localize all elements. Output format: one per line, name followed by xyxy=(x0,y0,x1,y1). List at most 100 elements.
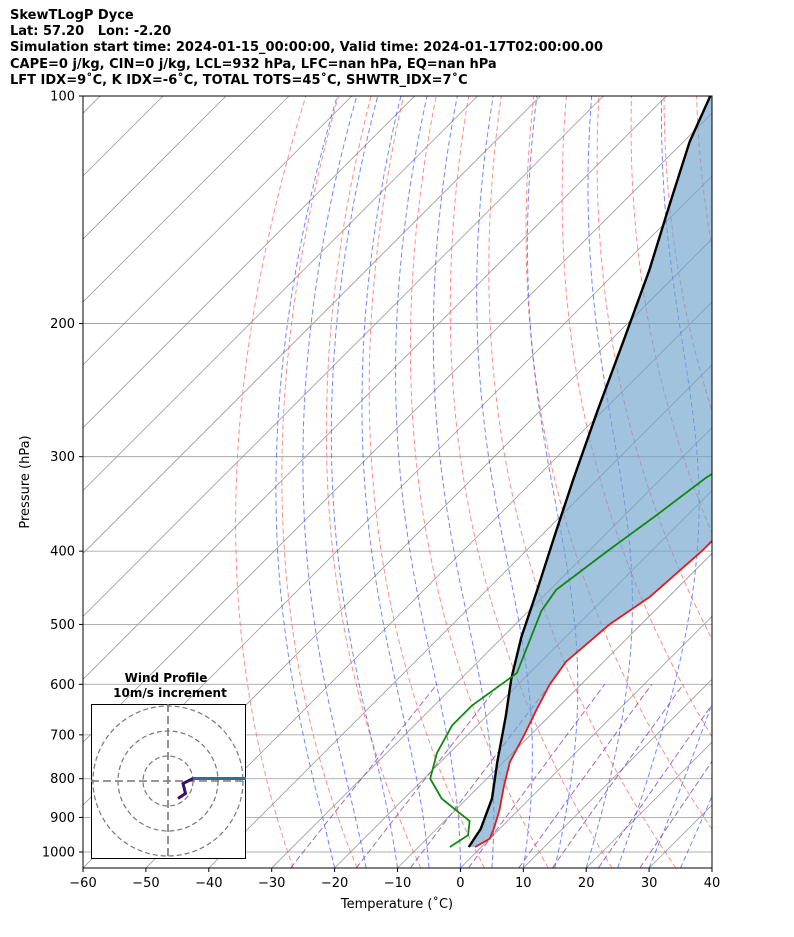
chart-title-line-3: Simulation start time: 2024-01-15_00:00:… xyxy=(10,40,603,55)
x-tick-label: 40 xyxy=(704,876,721,891)
isotherm xyxy=(711,867,712,868)
dry-adiabat xyxy=(409,96,549,868)
isotherm xyxy=(83,112,712,743)
wind-barb xyxy=(711,756,712,758)
wind-barb xyxy=(712,847,747,859)
wind-barb xyxy=(711,181,712,183)
x-tick-label: −60 xyxy=(69,876,96,891)
chart-title-line-1: SkewTLogP Dyce xyxy=(10,8,134,23)
y-axis-label: Pressure (hPa) xyxy=(18,435,33,528)
moist-adiabat xyxy=(302,96,367,868)
y-tick-label: 600 xyxy=(50,678,75,693)
wind-barb xyxy=(711,816,712,818)
isotherm xyxy=(83,96,353,366)
isotherm xyxy=(83,96,415,429)
y-tick-label: 800 xyxy=(50,772,75,787)
dewpoint-profile-line xyxy=(429,472,712,848)
moist-adiabat xyxy=(526,96,579,868)
wind-barb xyxy=(711,279,712,280)
moist-adiabat xyxy=(648,702,712,868)
x-tick-label: −20 xyxy=(321,876,348,891)
mixing-ratio-line xyxy=(468,684,606,868)
mixing-ratio-line xyxy=(551,684,684,868)
isotherm xyxy=(83,96,667,680)
mixing-ratio-line xyxy=(597,703,712,868)
wind-barb xyxy=(711,654,712,656)
moist-adiabat xyxy=(680,795,712,868)
dry-adiabat xyxy=(488,96,677,868)
chart-title-line-5: LFT IDX=9˚C, K IDX=-6˚C, TOTAL TOTS=45˚C… xyxy=(10,73,468,88)
isotherm xyxy=(460,615,712,868)
dry-adiabat xyxy=(281,96,358,868)
x-tick-label: 20 xyxy=(578,876,595,891)
wind-barb xyxy=(711,623,712,625)
y-tick-label: 100 xyxy=(50,90,75,105)
x-tick-label: −40 xyxy=(195,876,222,891)
moist-adiabat xyxy=(275,96,338,868)
wind-barb xyxy=(711,834,712,836)
isotherm xyxy=(775,96,794,868)
isotherm xyxy=(83,96,541,555)
chart-title-line-2: Lat: 57.20 Lon: -2.20 xyxy=(10,24,172,39)
isotherm xyxy=(523,678,712,868)
cape-shaded-area xyxy=(468,96,712,847)
dry-adiabat xyxy=(729,96,794,868)
wind-barb xyxy=(711,506,712,508)
y-tick-label: 400 xyxy=(50,545,75,560)
parcel-profile-line xyxy=(467,96,712,848)
moist-adiabat xyxy=(361,96,430,868)
y-tick-label: 500 xyxy=(50,618,75,633)
chart-title-line-4: CAPE=0 j/kg, CIN=0 j/kg, LCL=932 hPa, LF… xyxy=(10,57,497,72)
y-tick-label: 200 xyxy=(50,317,75,332)
isotherm xyxy=(83,96,101,114)
x-tick-label: 0 xyxy=(456,876,464,891)
y-tick-label: 700 xyxy=(50,728,75,743)
isotherm xyxy=(397,552,712,868)
inset-title-line-2: 10m/s increment xyxy=(113,686,227,700)
dry-adiabat xyxy=(525,96,712,830)
isotherm xyxy=(83,96,227,240)
x-tick-label: −10 xyxy=(384,876,411,891)
wind-barb xyxy=(711,368,712,370)
wind-barb xyxy=(711,797,712,799)
inset-title-line-1: Wind Profile xyxy=(125,671,208,685)
dry-adiabat xyxy=(368,96,485,868)
mixing-ratio-line xyxy=(290,683,438,868)
moist-adiabat xyxy=(330,96,398,868)
moist-adiabat xyxy=(395,96,461,868)
dry-adiabat xyxy=(235,96,307,868)
dry-adiabat xyxy=(449,96,613,868)
wind-barb xyxy=(711,141,712,142)
wind-barb xyxy=(711,228,712,230)
y-tick-label: 300 xyxy=(50,450,75,465)
wind-barb xyxy=(711,589,712,590)
mixing-ratio-line xyxy=(518,684,653,868)
x-axis-label: Temperature (˚C) xyxy=(340,896,453,912)
y-tick-label: 1000 xyxy=(42,845,75,860)
hodograph-trace xyxy=(177,777,194,800)
x-tick-label: 30 xyxy=(641,876,658,891)
wind-profile-inset: Wind Profile 10m/s increment xyxy=(91,671,246,859)
x-tick-label: 10 xyxy=(515,876,532,891)
moist-adiabat xyxy=(711,866,712,868)
isotherm xyxy=(145,301,712,868)
wind-barb xyxy=(711,550,712,552)
isotherm xyxy=(83,96,290,303)
moist-adiabat xyxy=(432,96,495,868)
moist-adiabat xyxy=(744,96,794,868)
moist-adiabat xyxy=(476,96,533,868)
temperature-profile-line xyxy=(474,539,712,848)
wind-barb xyxy=(711,683,712,685)
isotherm xyxy=(83,96,604,617)
wind-barb xyxy=(711,409,712,410)
wind-barb xyxy=(711,777,712,779)
isotherm xyxy=(334,490,712,868)
x-tick-label: −30 xyxy=(258,876,285,891)
wind-barb xyxy=(711,456,712,457)
y-tick-label: 900 xyxy=(50,811,75,826)
dry-adiabat xyxy=(762,96,794,868)
isotherm xyxy=(83,96,478,492)
mixing-ratio-line xyxy=(639,760,712,868)
wind-barb xyxy=(711,322,712,324)
